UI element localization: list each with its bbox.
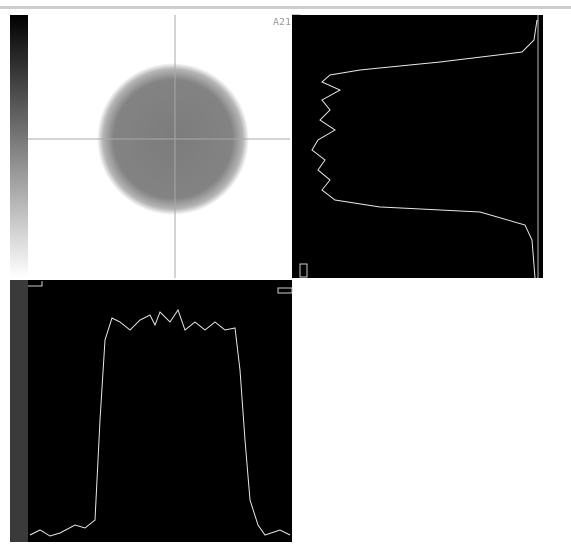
horizontal-profile-panel [10,280,292,542]
image-label: A21 [273,17,291,28]
color-bar [10,15,28,278]
profile-strip [10,280,28,542]
top-border [0,6,571,9]
viewer: A21 [0,0,571,547]
page: {"image_panel": {"label": "A21"}} A21 ((… [0,0,571,547]
